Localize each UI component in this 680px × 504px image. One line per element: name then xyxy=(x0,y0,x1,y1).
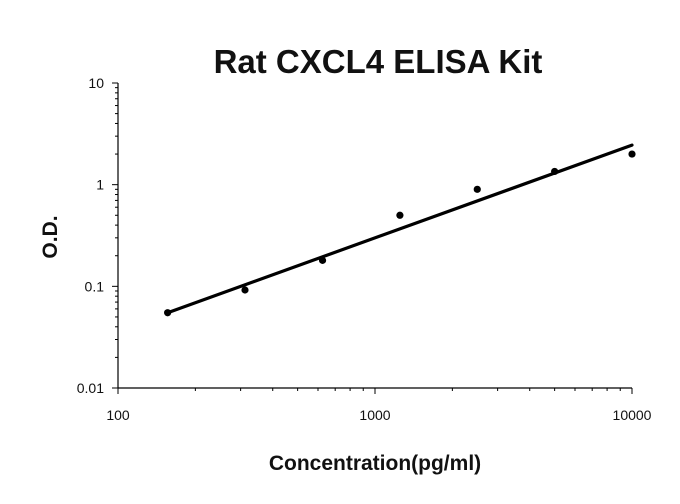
y-tick-label: 0.01 xyxy=(77,380,104,396)
y-axis-label: O.D. xyxy=(39,215,62,258)
data-point xyxy=(318,256,327,264)
x-tick-label: 10000 xyxy=(613,407,652,423)
axes xyxy=(112,82,633,394)
x-axis-label: Concentration(pg/ml) xyxy=(269,452,481,475)
data-point xyxy=(241,286,249,294)
data-point xyxy=(551,167,559,176)
chart-title: Rat CXCL4 ELISA Kit xyxy=(214,43,543,80)
tick-labels: 0.01 0.1 1 10 100 1000 10000 xyxy=(77,75,652,423)
plot-area xyxy=(164,143,636,317)
data-point xyxy=(628,150,636,158)
data-point xyxy=(396,211,404,219)
y-tick-label: 1 xyxy=(96,177,104,193)
data-point xyxy=(164,309,172,317)
y-tick-label: 10 xyxy=(88,75,104,91)
data-point xyxy=(473,185,481,193)
x-tick-label: 100 xyxy=(106,407,130,423)
trendline xyxy=(166,143,634,315)
y-tick-label: 0.1 xyxy=(85,278,105,294)
x-tick-label: 1000 xyxy=(359,407,390,423)
